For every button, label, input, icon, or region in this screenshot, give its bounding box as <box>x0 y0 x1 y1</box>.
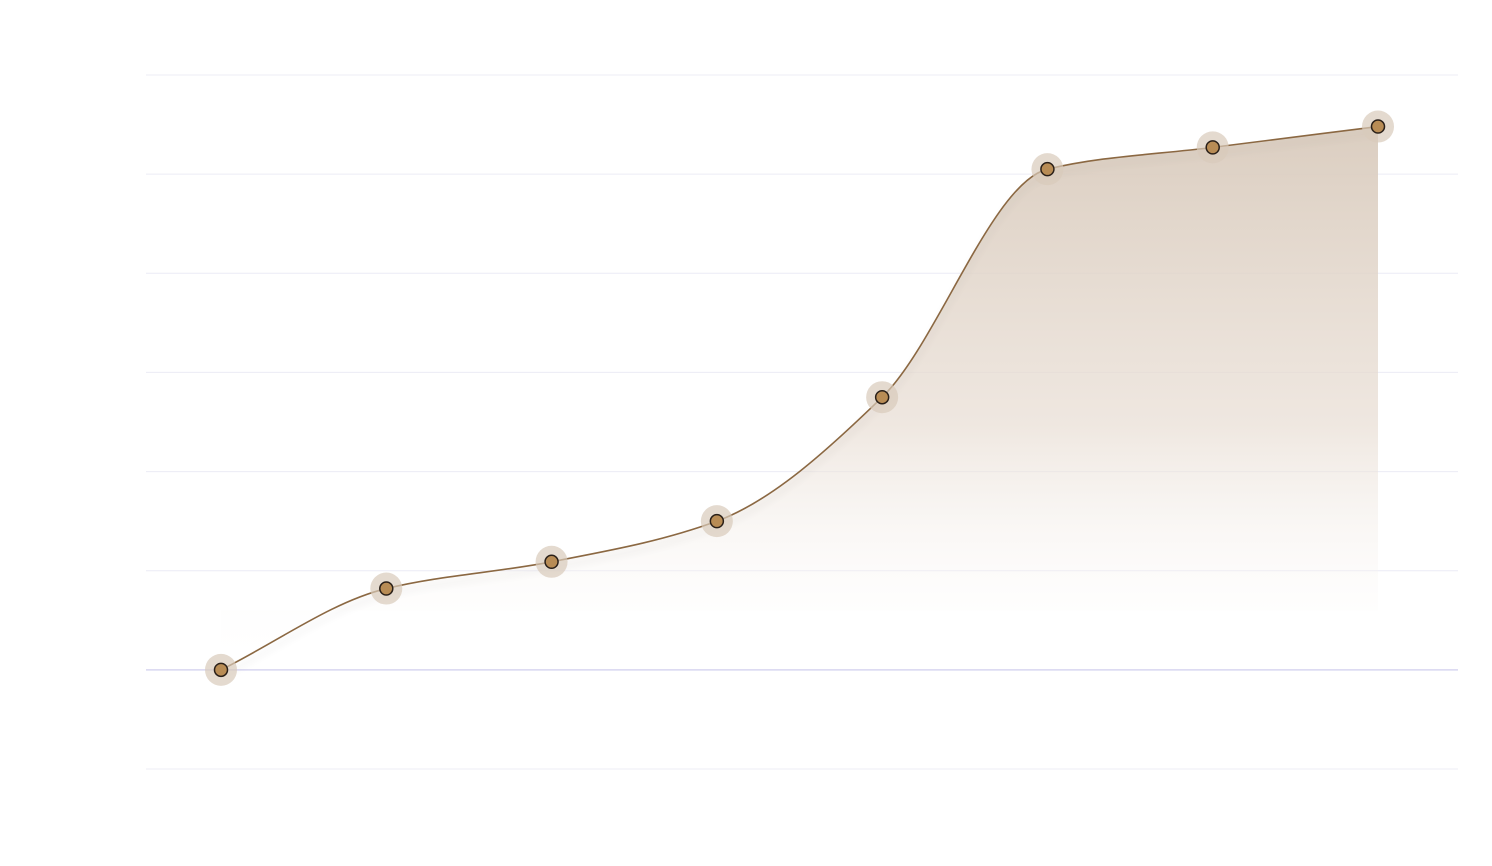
series-line <box>220 125 1379 671</box>
data-point-marker <box>709 513 725 529</box>
data-point-marker <box>544 554 559 570</box>
data-point <box>370 572 403 605</box>
series-line-layer <box>220 125 1379 671</box>
data-point <box>866 381 899 414</box>
data-point-marker <box>213 662 229 678</box>
data-points-layer <box>205 110 1394 686</box>
data-point <box>1196 131 1229 164</box>
data-point <box>700 505 733 538</box>
data-point-marker <box>1205 140 1220 155</box>
area-fill-layer <box>221 126 1378 670</box>
data-point <box>205 653 237 686</box>
data-point-marker <box>874 389 890 405</box>
data-point-marker <box>1040 161 1055 177</box>
data-point-marker <box>1370 119 1386 134</box>
data-point <box>1031 153 1064 186</box>
data-point-marker <box>379 581 394 596</box>
data-point <box>1362 110 1394 143</box>
area-fill <box>221 126 1378 670</box>
data-point <box>535 545 568 578</box>
